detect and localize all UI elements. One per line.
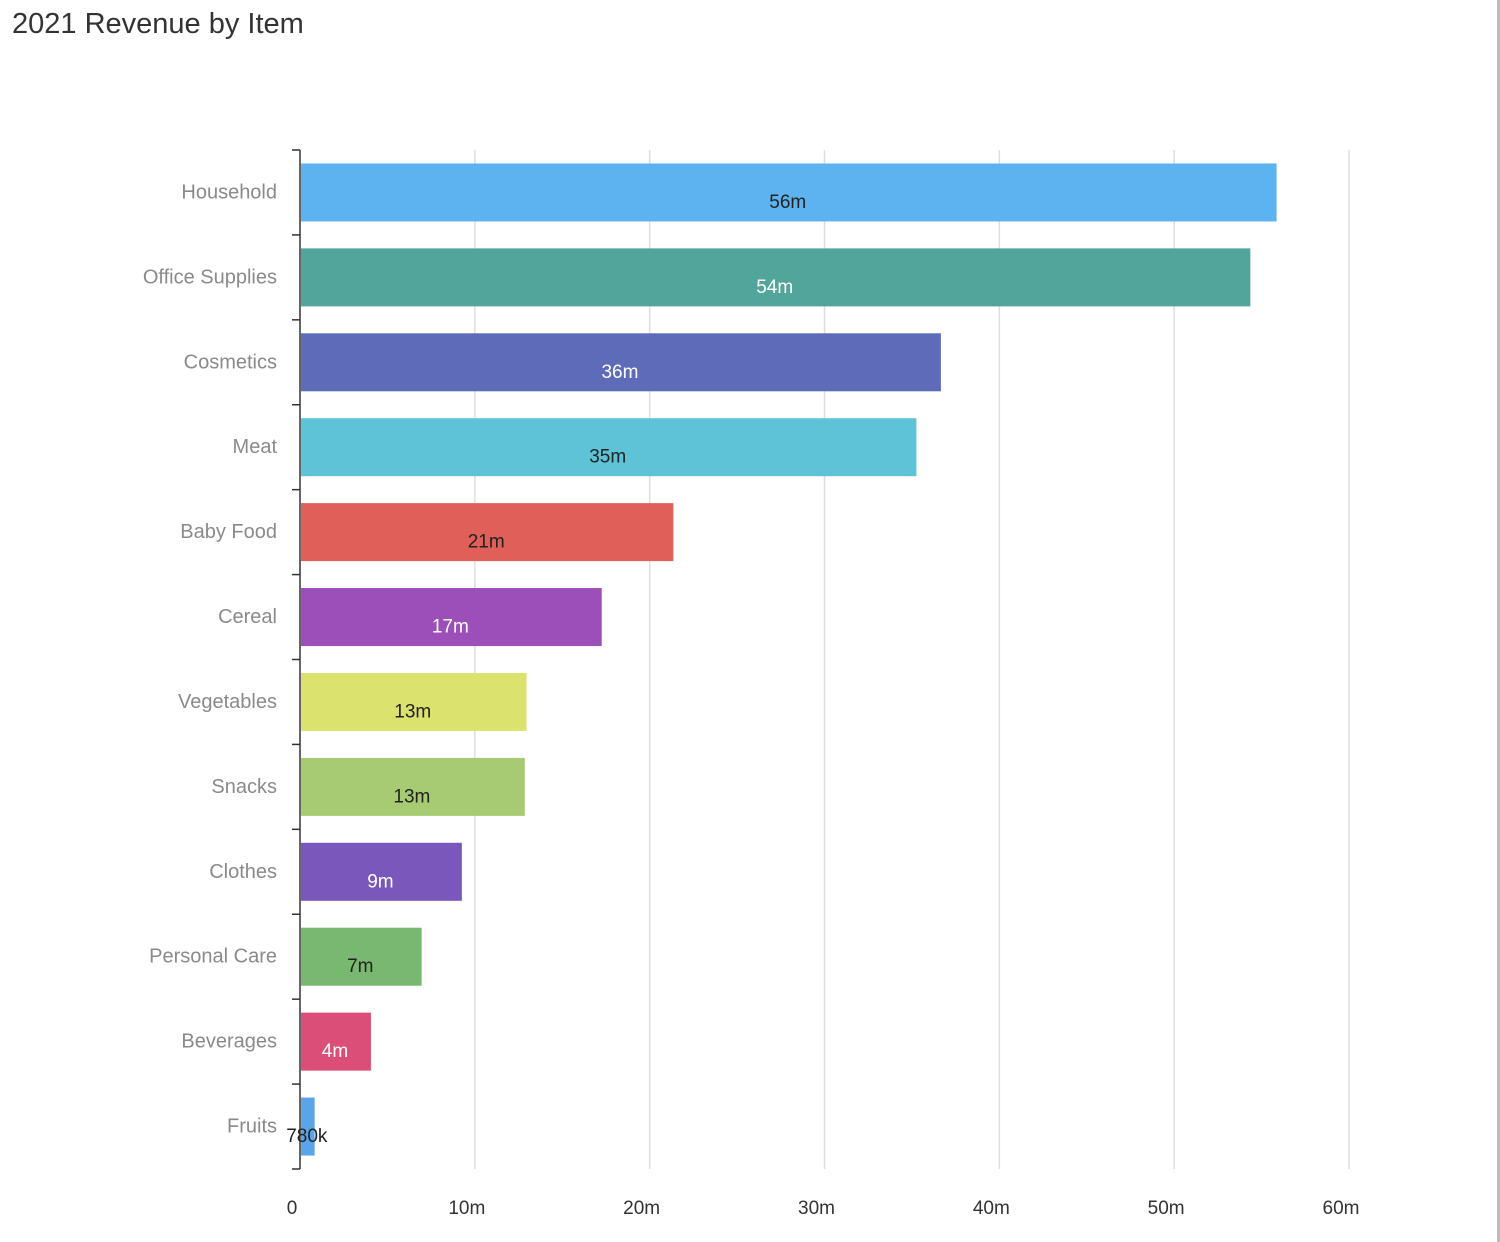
category-label: Cereal — [218, 606, 277, 628]
bar-household — [301, 163, 1277, 222]
data-label: 9m — [367, 871, 393, 892]
category-label: Fruits — [227, 1116, 277, 1138]
bar-clothes — [301, 842, 462, 901]
category-label: Baby Food — [180, 521, 277, 543]
data-label: 35m — [589, 447, 626, 468]
category-label: Office Supplies — [143, 266, 277, 288]
x-tick-label: 40m — [973, 1198, 1010, 1219]
x-tick-label: 30m — [798, 1198, 835, 1219]
bar-cereal — [301, 588, 602, 647]
x-tick-label: 0 — [287, 1198, 298, 1219]
category-labels: Household Office Supplies Cosmetics Meat Bab… — [143, 181, 278, 1137]
bar-meat — [301, 418, 917, 477]
data-label: 7m — [347, 956, 373, 977]
x-tick-label: 10m — [448, 1198, 485, 1219]
axes — [292, 149, 301, 1170]
data-label: 56m — [769, 192, 806, 213]
bar-office-supplies — [301, 248, 1251, 307]
bar-fruits — [301, 1097, 315, 1156]
right-border — [1497, 0, 1500, 1242]
x-tick-label: 20m — [623, 1198, 660, 1219]
category-label: Vegetables — [178, 691, 277, 713]
x-tick-label: 60m — [1323, 1198, 1360, 1219]
data-label: 54m — [756, 277, 793, 298]
category-label: Household — [181, 181, 277, 203]
category-label: Personal Care — [149, 946, 277, 968]
bar-personal-care — [301, 927, 422, 986]
data-label: 4m — [322, 1041, 348, 1062]
bars — [301, 163, 1277, 1156]
category-label: Cosmetics — [184, 351, 277, 373]
bar-baby-food — [301, 503, 674, 562]
data-label: 21m — [468, 532, 505, 553]
category-label: Meat — [233, 436, 278, 458]
x-tick-label: 50m — [1148, 1198, 1185, 1219]
category-label: Beverages — [181, 1031, 277, 1053]
category-label: Clothes — [209, 861, 277, 883]
bar-snacks — [301, 757, 525, 816]
bar-vegetables — [301, 672, 527, 731]
data-label: 780k — [286, 1126, 328, 1147]
data-label: 36m — [601, 362, 638, 383]
data-labels: 56m 54m 36m 35m 21m 17m 13m 13m 9m 7m 4m 780k — [286, 192, 806, 1147]
data-label: 13m — [394, 701, 431, 722]
bar-beverages — [301, 1012, 371, 1071]
gridlines — [474, 150, 1350, 1169]
bar-cosmetics — [301, 333, 941, 392]
category-label: Snacks — [211, 776, 277, 798]
data-label: 13m — [393, 786, 430, 807]
x-tick-labels: 0 10m 20m 30m 40m 50m 60m — [287, 1198, 1360, 1219]
data-label: 17m — [432, 617, 469, 638]
chart-title: 2021 Revenue by Item — [12, 8, 304, 40]
